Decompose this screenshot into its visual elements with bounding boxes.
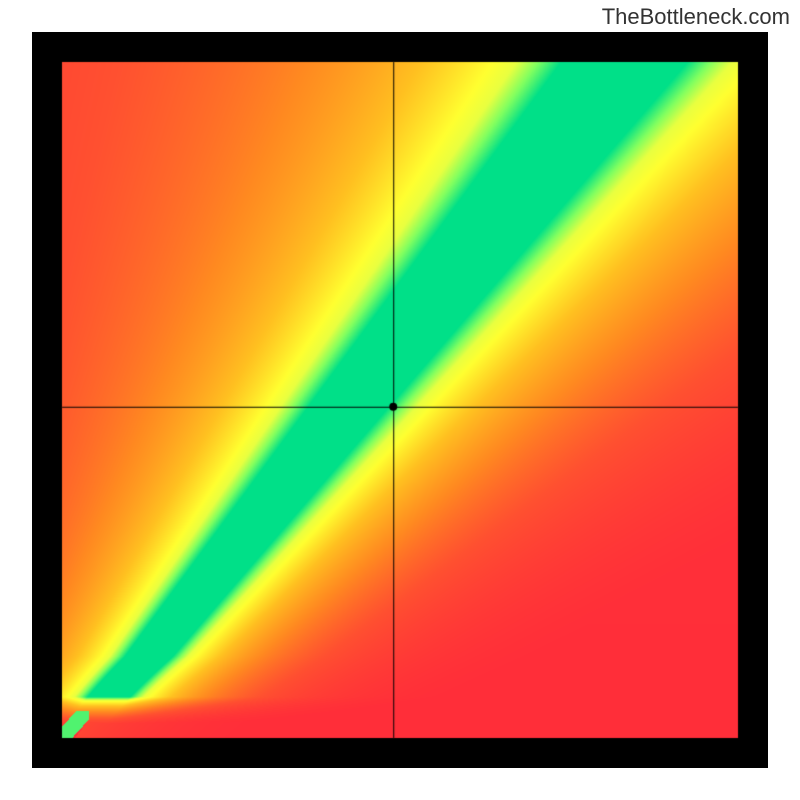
- overlay-canvas: [32, 32, 768, 768]
- watermark-text: TheBottleneck.com: [602, 4, 790, 30]
- bottleneck-heatmap: [32, 32, 768, 768]
